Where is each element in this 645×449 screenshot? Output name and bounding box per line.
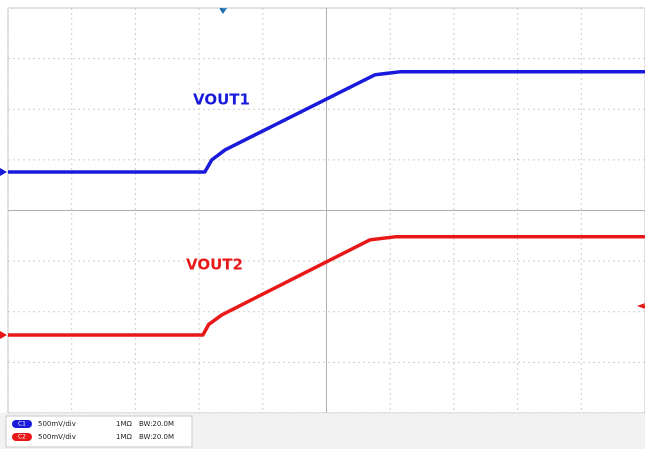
trigger-marker [219,8,227,14]
channel-scale: 500mV/div [38,433,76,441]
trace-label: VOUT2 [186,256,243,274]
channel-badge-text: C2 [18,434,26,441]
channel-panel [5,415,193,448]
channel-badge-text: C1 [18,421,26,428]
channel-scale: 500mV/div [38,420,76,428]
channel-bandwidth: BW:20.0M [139,420,174,428]
channel-badge [12,433,32,441]
channel-impedance: 1MΩ [116,420,132,428]
channel-bandwidth: BW:20.0M [139,433,174,441]
trigger-level-marker [637,303,645,309]
channel-marker [0,168,7,177]
trace [8,70,645,174]
traces [0,70,645,340]
labels: VOUT1 VOUT2 [186,91,250,274]
trace [8,235,645,337]
channel-marker [0,331,7,340]
channel-info: C1 500mV/div 1MΩ BW:20.0M C2 500mV/div 1MΩ BW:2… [12,420,174,441]
trace-label: VOUT1 [193,91,250,109]
channel-impedance: 1MΩ [116,433,132,441]
grid [7,7,645,414]
channel-badge [12,420,32,428]
